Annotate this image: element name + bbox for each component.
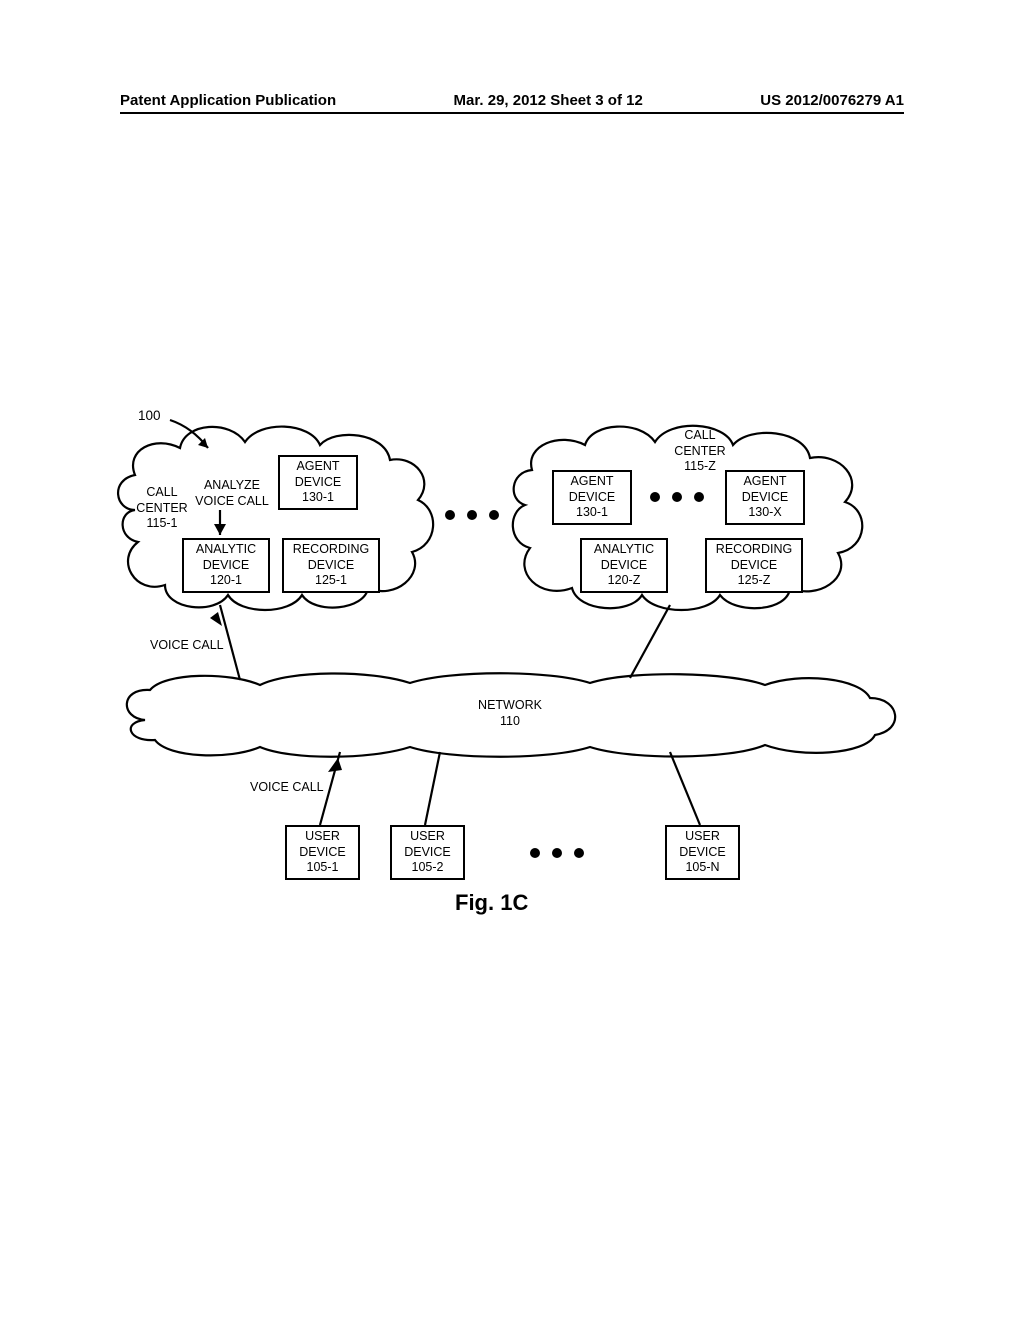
recording-device-1: RECORDING DEVICE 125-1 [282, 538, 380, 593]
agent1-label: AGENT DEVICE [280, 459, 356, 490]
network-text: NETWORK [460, 698, 560, 714]
userN-label: USER DEVICE [667, 829, 738, 860]
header-left: Patent Application Publication [120, 92, 336, 109]
user-device-2: USER DEVICE 105-2 [390, 825, 465, 880]
dot [574, 848, 584, 858]
userN-id: 105-N [667, 860, 738, 876]
voicecall-bottom-arrowhead [328, 758, 342, 772]
user-device-1: USER DEVICE 105-1 [285, 825, 360, 880]
dot [489, 510, 499, 520]
analytic2-id: 120-Z [582, 573, 666, 589]
recording1-id: 125-1 [284, 573, 378, 589]
callcenter2-id: 115-Z [684, 459, 716, 473]
network-id: 110 [500, 714, 520, 728]
ellipsis-agents [650, 492, 704, 502]
dot [672, 492, 682, 502]
voicecall-top-arrowhead [210, 612, 222, 626]
voicecall-top-label: VOICE CALL [150, 638, 224, 654]
dot [530, 848, 540, 858]
page: Patent Application Publication Mar. 29, … [0, 0, 1024, 1320]
ellipsis-users [530, 848, 584, 858]
recording1-label: RECORDING DEVICE [284, 542, 378, 573]
agent2b-label: AGENT DEVICE [727, 474, 803, 505]
agent2b-id: 130-X [727, 505, 803, 521]
dot [694, 492, 704, 502]
user-device-n: USER DEVICE 105-N [665, 825, 740, 880]
agent2a-label: AGENT DEVICE [554, 474, 630, 505]
link-cloud2-network [630, 605, 670, 678]
analytic1-label: ANALYTIC DEVICE [184, 542, 268, 573]
recording2-label: RECORDING DEVICE [707, 542, 801, 573]
recording2-id: 125-Z [707, 573, 801, 589]
analytic-device-1: ANALYTIC DEVICE 120-1 [182, 538, 270, 593]
header-center: Mar. 29, 2012 Sheet 3 of 12 [454, 92, 643, 109]
network-label: NETWORK 110 [460, 698, 560, 729]
user2-label: USER DEVICE [392, 829, 463, 860]
recording-device-2: RECORDING DEVICE 125-Z [705, 538, 803, 593]
user1-id: 105-1 [287, 860, 358, 876]
ref-100: 100 [138, 408, 161, 423]
agent-device-1: AGENT DEVICE 130-1 [278, 455, 358, 510]
page-header: Patent Application Publication Mar. 29, … [120, 92, 904, 109]
ellipsis-clouds [445, 510, 499, 520]
callcenter1-label: CALL CENTER 115-1 [132, 485, 192, 532]
dot [650, 492, 660, 502]
link-user2-network [425, 752, 440, 825]
agent2a-id: 130-1 [554, 505, 630, 521]
diagram-area: 100 CALL CENTER 115-1 ANALYZE VOICE CALL… [110, 400, 930, 940]
voicecall-bottom-label: VOICE CALL [250, 780, 324, 796]
agent-device-2a: AGENT DEVICE 130-1 [552, 470, 632, 525]
callcenter1-id: 115-1 [146, 516, 177, 530]
callcenter2-label: CALL CENTER 115-Z [670, 428, 730, 475]
agent-device-2b: AGENT DEVICE 130-X [725, 470, 805, 525]
header-rule [120, 112, 904, 114]
figure-caption: Fig. 1C [455, 890, 528, 916]
analytic2-label: ANALYTIC DEVICE [582, 542, 666, 573]
callcenter2-text: CALL CENTER [670, 428, 730, 459]
header-right: US 2012/0076279 A1 [760, 92, 904, 109]
user2-id: 105-2 [392, 860, 463, 876]
analytic1-id: 120-1 [184, 573, 268, 589]
agent1-id: 130-1 [280, 490, 356, 506]
dot [467, 510, 477, 520]
link-userN-network [670, 752, 700, 825]
dot [552, 848, 562, 858]
callcenter1-text: CALL CENTER [132, 485, 192, 516]
user1-label: USER DEVICE [287, 829, 358, 860]
analyze-label: ANALYZE VOICE CALL [192, 478, 272, 509]
analytic-device-2: ANALYTIC DEVICE 120-Z [580, 538, 668, 593]
dot [445, 510, 455, 520]
